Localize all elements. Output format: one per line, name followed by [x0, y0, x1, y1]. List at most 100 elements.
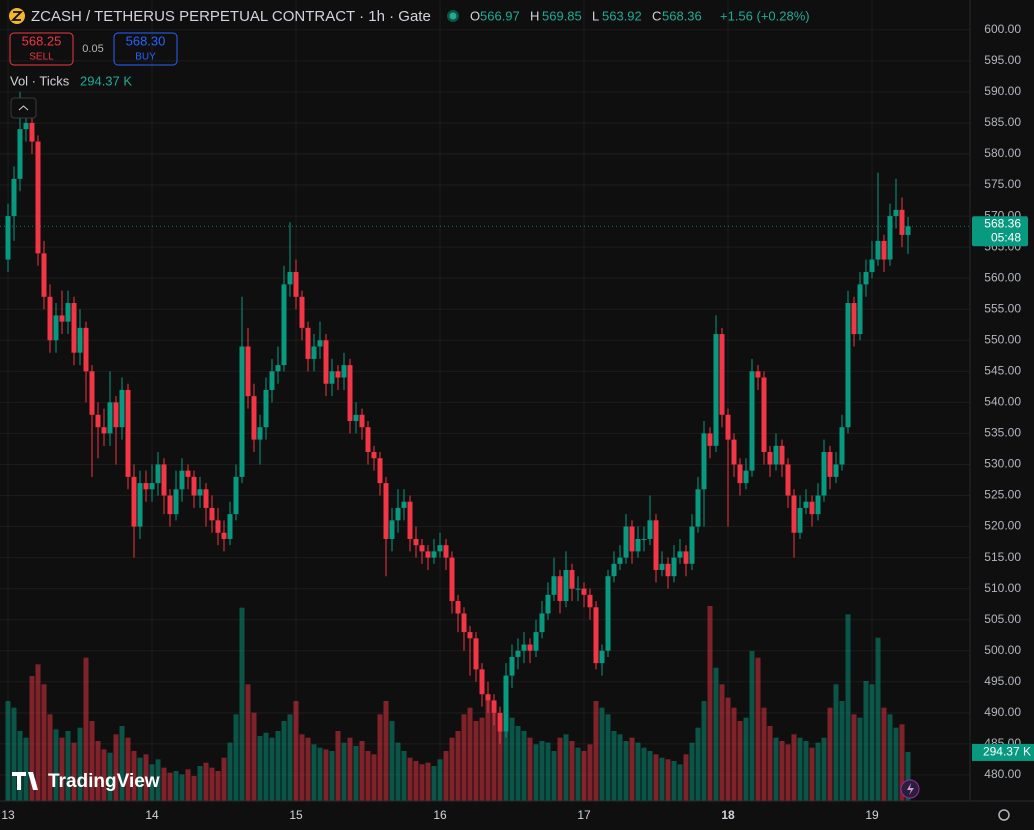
candle-body — [53, 315, 59, 341]
volume-bar — [881, 707, 887, 801]
y-tick-label: 510.00 — [984, 581, 1021, 595]
settings-icon[interactable] — [998, 809, 1010, 821]
volume-bar — [575, 747, 581, 801]
volume-bar — [347, 737, 353, 801]
y-tick-label: 500.00 — [984, 643, 1021, 657]
y-tick-label: 480.00 — [984, 767, 1021, 781]
volume-bar — [29, 676, 35, 801]
volume-bar — [557, 737, 563, 801]
candle-body — [251, 396, 257, 440]
candle-body — [287, 271, 293, 285]
sell-label[interactable]: SELL — [29, 52, 54, 63]
candle-body — [605, 576, 611, 651]
candle-body — [461, 613, 467, 633]
candle-body — [767, 452, 773, 465]
volume-bar — [77, 727, 83, 801]
volume-bar — [623, 741, 629, 801]
candle-body — [527, 644, 533, 651]
ohlc-key: C — [652, 8, 661, 23]
candle-body — [299, 296, 305, 328]
volume-bar — [863, 681, 869, 801]
volume-bar — [461, 714, 467, 801]
volume-bar — [173, 771, 179, 801]
candle-body — [125, 389, 131, 477]
candle-body — [641, 538, 647, 540]
volume-bar — [749, 651, 755, 801]
volume-bar — [617, 734, 623, 801]
volume-bar — [449, 737, 455, 801]
volume-bar — [149, 764, 155, 801]
candle-body — [107, 402, 113, 434]
volume-bar — [587, 744, 593, 801]
candle-body — [797, 507, 803, 533]
candle-body — [257, 427, 263, 440]
candle-body — [737, 464, 743, 484]
candle-body — [11, 178, 17, 217]
candle-body — [845, 303, 851, 428]
candle-body — [203, 489, 209, 508]
candle-body — [365, 427, 371, 453]
volume-bar — [527, 737, 533, 801]
volume-bar — [371, 754, 377, 801]
volume-bar — [71, 742, 77, 801]
buy-label[interactable]: BUY — [135, 52, 156, 63]
volume-bar — [443, 751, 449, 801]
y-tick-label: 550.00 — [984, 332, 1021, 346]
volume-title: Vol · Ticks — [10, 73, 70, 88]
volume-bar — [713, 667, 719, 801]
candle-body — [275, 365, 281, 372]
candle-body — [167, 495, 173, 515]
volume-bar — [725, 697, 731, 801]
event-glyph[interactable] — [907, 783, 914, 795]
buy-price[interactable]: 568.30 — [126, 33, 166, 48]
volume-bar — [167, 772, 173, 801]
collapse-icon[interactable] — [18, 105, 29, 111]
x-tick-label: 19 — [865, 808, 879, 822]
volume-bar — [41, 684, 47, 801]
collapse-button[interactable] — [10, 97, 37, 119]
ohlc-value: 569.85 — [542, 8, 582, 23]
candle-body — [587, 594, 593, 608]
volume-bar — [155, 759, 161, 801]
candle-body — [821, 452, 827, 496]
y-tick-label: 515.00 — [984, 550, 1021, 564]
candle-body — [401, 501, 407, 508]
y-tick-label: 580.00 — [984, 146, 1021, 160]
y-tick-label: 530.00 — [984, 457, 1021, 471]
candle-body — [863, 271, 869, 285]
volume-bar — [251, 712, 257, 801]
buy-button[interactable] — [113, 32, 178, 66]
candle-body — [383, 483, 389, 539]
candle-body — [17, 129, 23, 179]
volume-bar — [413, 761, 419, 801]
volume-bar — [131, 751, 137, 801]
candle-body — [791, 495, 797, 533]
ohlc-key: H — [530, 8, 539, 23]
candle-body — [815, 495, 821, 515]
candle-body — [47, 296, 53, 341]
candle-body — [143, 483, 149, 490]
volume-bar — [599, 707, 605, 801]
sell-price[interactable]: 568.25 — [22, 33, 62, 48]
volume-bar — [515, 726, 521, 801]
candle-body — [41, 253, 47, 297]
volume-bar — [305, 737, 311, 801]
y-tick-label: 595.00 — [984, 53, 1021, 67]
volume-bar — [293, 701, 299, 801]
volume-bar — [629, 737, 635, 801]
volume-bar — [245, 684, 251, 801]
candle-body — [359, 414, 365, 428]
volume-bar — [875, 637, 881, 801]
sell-button[interactable] — [9, 32, 74, 66]
volume-bar — [209, 767, 215, 801]
candle-body — [497, 712, 503, 732]
candle-body — [131, 476, 137, 527]
x-tick-label: 16 — [433, 808, 447, 822]
volume-bar — [683, 754, 689, 801]
volume-bar — [35, 664, 41, 801]
candle-body — [197, 489, 203, 496]
volume-bar — [695, 727, 701, 801]
candle-body — [239, 346, 245, 477]
candle-body — [419, 545, 425, 552]
